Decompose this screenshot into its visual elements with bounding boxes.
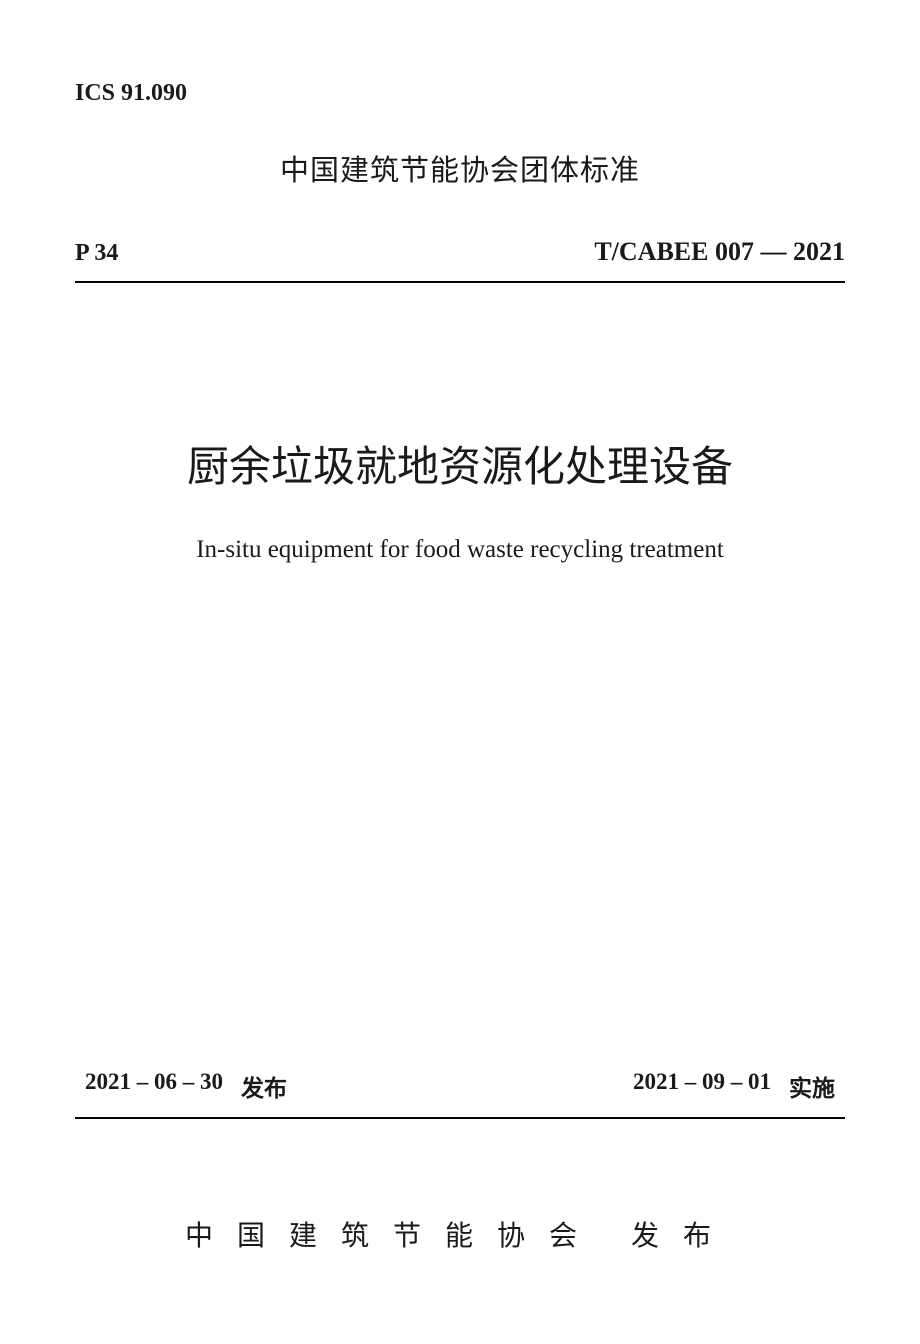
publisher-line: 中国建筑节能协会发布 bbox=[75, 1214, 845, 1254]
classification-code: P 34 bbox=[75, 240, 118, 267]
issue-date: 2021 – 06 – 30 bbox=[85, 1069, 223, 1103]
document-page: ICS 91.090 中国建筑节能协会团体标准 P 34 T/CABEE 007… bbox=[0, 0, 920, 1344]
issue-date-block: 2021 – 06 – 30 发布 bbox=[85, 1069, 287, 1103]
issue-label: 发布 bbox=[241, 1069, 287, 1103]
publisher-org: 中国建筑节能协会 bbox=[185, 1221, 601, 1252]
standard-number: T/CABEE 007 — 2021 bbox=[594, 237, 845, 267]
effective-date: 2021 – 09 – 01 bbox=[633, 1069, 771, 1103]
ics-code: ICS 91.090 bbox=[75, 80, 845, 107]
organization-standard-heading: 中国建筑节能协会团体标准 bbox=[75, 147, 845, 189]
effective-label: 实施 bbox=[789, 1069, 835, 1103]
title-english: In-situ equipment for food waste recycli… bbox=[75, 536, 845, 564]
title-chinese: 厨余垃圾就地资源化处理设备 bbox=[75, 433, 845, 494]
effective-date-block: 2021 – 09 – 01 实施 bbox=[633, 1069, 835, 1103]
publisher-action: 发布 bbox=[631, 1221, 735, 1252]
dates-row: 2021 – 06 – 30 发布 2021 – 09 – 01 实施 bbox=[75, 1069, 845, 1117]
code-row: P 34 T/CABEE 007 — 2021 bbox=[75, 237, 845, 281]
horizontal-rule-bottom bbox=[75, 1117, 845, 1119]
horizontal-rule-top bbox=[75, 281, 845, 283]
vertical-spacer bbox=[75, 584, 845, 1069]
